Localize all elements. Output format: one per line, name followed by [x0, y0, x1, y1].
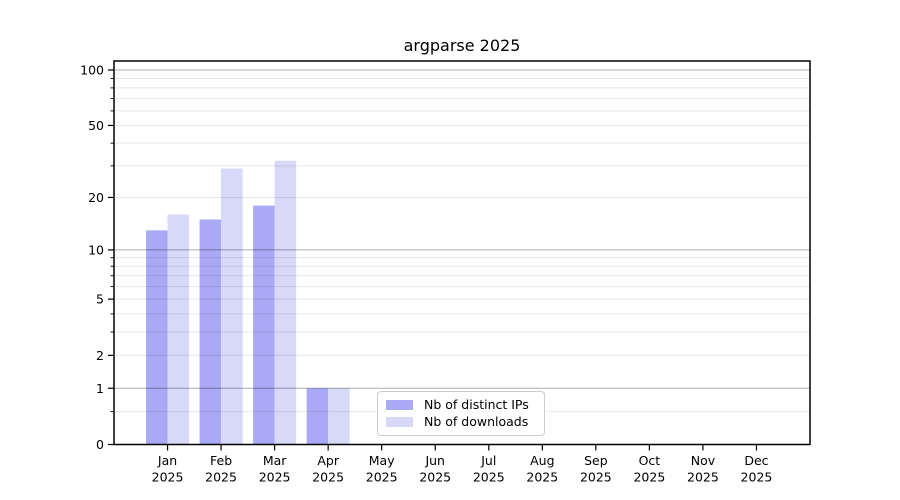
- bar-downloads: [328, 388, 350, 445]
- bar-distinct-ips: [199, 219, 222, 445]
- y-tick-label: 100: [80, 63, 104, 78]
- x-tick-label-year: 2025: [205, 470, 237, 485]
- plot-border: [113, 60, 811, 446]
- x-tick-label-month: Aug: [530, 453, 554, 468]
- x-tick-label-month: Nov: [691, 453, 716, 468]
- x-tick-label-month: Jul: [480, 453, 496, 468]
- bar-downloads: [221, 168, 243, 445]
- x-tick-label-year: 2025: [152, 470, 184, 485]
- x-tick-label-year: 2025: [741, 470, 773, 485]
- x-tick-label-month: Jan: [157, 453, 177, 468]
- y-tick-label: 10: [88, 242, 104, 257]
- x-tick-label-month: Oct: [639, 453, 661, 468]
- x-tick-label-month: Feb: [210, 453, 232, 468]
- bar-distinct-ips: [306, 388, 329, 445]
- x-tick-label-month: May: [369, 453, 395, 468]
- x-tick-label-year: 2025: [687, 470, 719, 485]
- x-tick-label-year: 2025: [633, 470, 665, 485]
- legend-item-label: Nb of downloads: [424, 414, 529, 429]
- x-tick-label-month: Dec: [744, 453, 768, 468]
- bar-distinct-ips: [146, 230, 168, 445]
- x-tick-label-year: 2025: [259, 470, 291, 485]
- legend-item: Nb of distinct IPs: [386, 396, 544, 412]
- x-tick-label-month: Jun: [424, 453, 445, 468]
- x-tick-label-year: 2025: [526, 470, 558, 485]
- legend: Nb of distinct IPs Nb of downloads: [377, 391, 545, 436]
- legend-swatch-icon: [386, 417, 413, 428]
- y-tick-label: 0: [96, 437, 104, 452]
- x-tick-label-year: 2025: [312, 470, 344, 485]
- bar-downloads: [274, 160, 297, 445]
- legend-swatch-icon: [386, 399, 413, 410]
- x-tick-label-month: Mar: [263, 453, 287, 468]
- y-tick-label: 5: [96, 292, 104, 307]
- x-tick-label-year: 2025: [580, 470, 612, 485]
- x-tick-label-month: Apr: [317, 453, 339, 468]
- y-tick-label: 2: [96, 348, 104, 363]
- bar-distinct-ips: [253, 205, 275, 445]
- x-tick-label-year: 2025: [473, 470, 505, 485]
- y-tick-label: 50: [88, 118, 104, 133]
- legend-item: Nb of downloads: [386, 414, 544, 429]
- bar-downloads: [167, 214, 190, 445]
- chart-title: argparse 2025: [403, 36, 521, 55]
- y-tick-label: 1: [96, 381, 104, 396]
- legend-item-label: Nb of distinct IPs: [424, 396, 529, 412]
- x-tick-label-month: Sep: [584, 453, 608, 468]
- y-tick-label: 20: [88, 190, 104, 205]
- x-tick-label-year: 2025: [366, 470, 398, 485]
- x-tick-label-year: 2025: [419, 470, 451, 485]
